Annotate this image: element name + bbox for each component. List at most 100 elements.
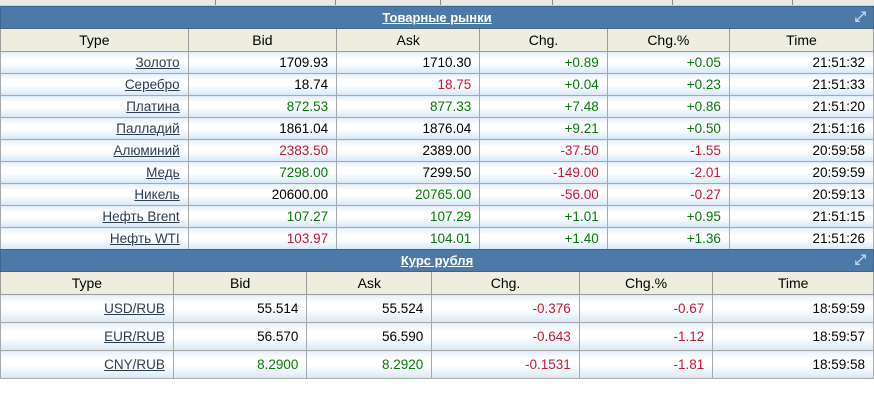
time-cell: 21:51:32: [728, 51, 874, 74]
type-cell: CNY/RUB: [0, 350, 174, 379]
chg-cell: +0.04: [479, 73, 608, 96]
commodities-header-row: Type Bid Ask Chg. Chg.% Time: [0, 28, 874, 52]
chg-pct-cell: +0.23: [606, 73, 730, 96]
chg-cell: +7.48: [479, 95, 608, 118]
instrument-link[interactable]: Серебро: [124, 77, 180, 92]
ask-cell: 8.2920: [306, 350, 433, 379]
time-cell: 18:59:58: [712, 350, 874, 379]
chg-cell: +9.21: [479, 117, 608, 140]
market-quotes-widget: Товарные рынки ⤢ Type Bid Ask Chg. Chg.%…: [0, 0, 874, 379]
bid-cell: 1861.04: [187, 117, 338, 140]
chg-cell: -0.1531: [431, 350, 580, 379]
chg-pct-cell: +0.95: [606, 205, 730, 228]
type-cell: Серебро: [0, 73, 189, 96]
chg-pct-cell: -1.55: [606, 139, 730, 162]
chg-cell: +0.89: [479, 51, 608, 74]
chg-cell: -0.376: [431, 294, 580, 323]
bid-cell: 20600.00: [187, 183, 338, 206]
bid-cell: 103.97: [187, 227, 338, 250]
table-row: Никель 20600.00 20765.00 -56.00 -0.27 20…: [0, 183, 874, 206]
column-header-ask: Ask: [336, 28, 481, 52]
instrument-link[interactable]: USD/RUB: [104, 301, 165, 316]
ask-cell: 877.33: [336, 95, 481, 118]
chg-cell: +1.01: [479, 205, 608, 228]
time-cell: 18:59:59: [712, 294, 874, 323]
ask-cell: 1876.04: [336, 117, 481, 140]
table-row: CNY/RUB 8.2900 8.2920 -0.1531 -1.81 18:5…: [0, 350, 874, 379]
ruble-header-row: Type Bid Ask Chg. Chg.% Time: [0, 271, 874, 295]
divider: [215, 0, 216, 5]
column-header-bid: Bid: [172, 271, 308, 295]
chg-pct-cell: -0.27: [606, 183, 730, 206]
instrument-link[interactable]: Нефть WTI: [109, 231, 180, 246]
ask-cell: 2389.00: [336, 139, 481, 162]
instrument-link[interactable]: Никель: [134, 187, 180, 202]
table-row: Алюминий 2383.50 2389.00 -37.50 -1.55 20…: [0, 139, 874, 162]
table-row: Серебро 18.74 18.75 +0.04 +0.23 21:51:33: [0, 73, 874, 96]
bid-cell: 1709.93: [187, 51, 338, 74]
instrument-link[interactable]: EUR/RUB: [104, 329, 165, 344]
bid-cell: 7298.00: [187, 161, 338, 184]
time-cell: 21:51:15: [728, 205, 874, 228]
ask-cell: 7299.50: [336, 161, 481, 184]
ruble-title-bar: Курс рубля ⤢: [0, 249, 874, 272]
ruble-rates-table: Курс рубля ⤢ Type Bid Ask Chg. Chg.% Tim…: [0, 249, 874, 379]
expand-icon[interactable]: ⤢: [854, 9, 866, 25]
type-cell: Палладий: [0, 117, 189, 140]
instrument-link[interactable]: Золото: [135, 55, 180, 70]
chg-cell: -37.50: [479, 139, 608, 162]
type-cell: USD/RUB: [0, 294, 174, 323]
ask-cell: 20765.00: [336, 183, 481, 206]
divider: [440, 0, 441, 5]
type-cell: Нефть WTI: [0, 227, 189, 250]
ruble-title-link[interactable]: Курс рубля: [400, 253, 474, 268]
bid-cell: 56.570: [172, 322, 308, 351]
time-cell: 21:51:26: [728, 227, 874, 250]
ask-cell: 104.01: [336, 227, 481, 250]
time-cell: 21:51:20: [728, 95, 874, 118]
table-row: Медь 7298.00 7299.50 -149.00 -2.01 20:59…: [0, 161, 874, 184]
instrument-link[interactable]: Алюминий: [113, 143, 180, 158]
divider: [672, 0, 673, 5]
commodities-table: Товарные рынки ⤢ Type Bid Ask Chg. Chg.%…: [0, 6, 874, 250]
expand-icon[interactable]: ⤢: [854, 252, 866, 268]
table-row: Нефть WTI 103.97 104.01 +1.40 +1.36 21:5…: [0, 227, 874, 250]
time-cell: 20:59:59: [728, 161, 874, 184]
bid-cell: 8.2900: [172, 350, 308, 379]
instrument-link[interactable]: Нефть Brent: [102, 209, 180, 224]
column-header-type: Type: [0, 271, 174, 295]
chg-pct-cell: +1.36: [606, 227, 730, 250]
chg-pct-cell: +0.50: [606, 117, 730, 140]
table-row: Нефть Brent 107.27 107.29 +1.01 +0.95 21…: [0, 205, 874, 228]
time-cell: 18:59:57: [712, 322, 874, 351]
bid-cell: 107.27: [187, 205, 338, 228]
chg-pct-cell: -0.67: [578, 294, 714, 323]
chg-cell: -56.00: [479, 183, 608, 206]
instrument-link[interactable]: Платина: [126, 99, 180, 114]
ask-cell: 1710.30: [336, 51, 481, 74]
divider: [335, 0, 336, 5]
ask-cell: 55.524: [306, 294, 433, 323]
chg-pct-cell: -1.12: [578, 322, 714, 351]
commodities-title-bar: Товарные рынки ⤢: [0, 6, 874, 29]
bid-cell: 2383.50: [187, 139, 338, 162]
table-row: USD/RUB 55.514 55.524 -0.376 -0.67 18:59…: [0, 294, 874, 323]
divider: [792, 0, 793, 5]
table-row: EUR/RUB 56.570 56.590 -0.643 -1.12 18:59…: [0, 322, 874, 351]
commodities-title-link[interactable]: Товарные рынки: [382, 10, 492, 25]
column-header-chg-pct: Chg.%: [578, 271, 714, 295]
type-cell: Платина: [0, 95, 189, 118]
table-row: Платина 872.53 877.33 +7.48 +0.86 21:51:…: [0, 95, 874, 118]
instrument-link[interactable]: CNY/RUB: [104, 357, 165, 372]
time-cell: 20:59:58: [728, 139, 874, 162]
instrument-link[interactable]: Медь: [146, 165, 180, 180]
cropped-table-above: [0, 0, 874, 6]
chg-cell: +1.40: [479, 227, 608, 250]
column-header-type: Type: [0, 28, 189, 52]
chg-pct-cell: -2.01: [606, 161, 730, 184]
time-cell: 21:51:33: [728, 73, 874, 96]
column-header-chg: Chg.: [479, 28, 608, 52]
time-cell: 21:51:16: [728, 117, 874, 140]
bid-cell: 55.514: [172, 294, 308, 323]
instrument-link[interactable]: Палладий: [116, 121, 180, 136]
